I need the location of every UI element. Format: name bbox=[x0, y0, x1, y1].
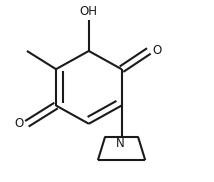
Text: O: O bbox=[153, 44, 162, 58]
Text: N: N bbox=[116, 137, 125, 150]
Text: OH: OH bbox=[80, 5, 98, 18]
Text: O: O bbox=[14, 117, 23, 130]
